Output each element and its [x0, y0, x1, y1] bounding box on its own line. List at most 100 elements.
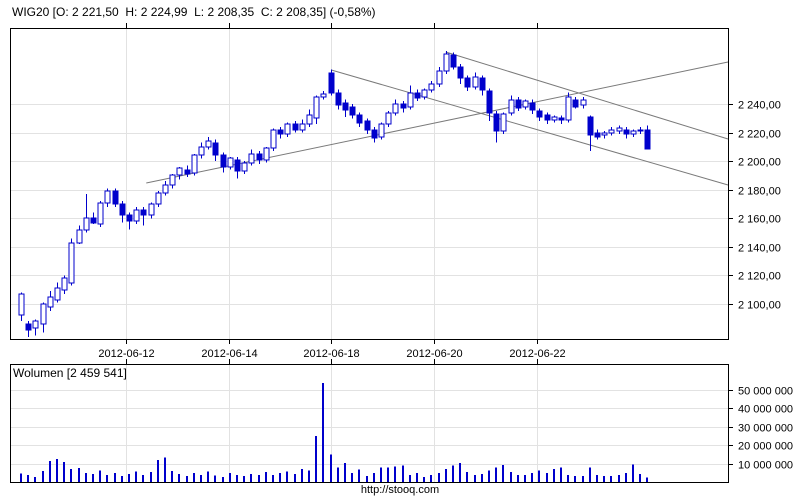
candle-body-down: [25, 323, 32, 331]
volume-bar: [351, 472, 353, 482]
candle-body-up: [68, 242, 75, 284]
volume-bar: [258, 474, 260, 482]
candle-body-down: [256, 153, 263, 161]
candle-body-down: [119, 203, 126, 216]
volume-bar: [322, 383, 324, 482]
price-tick-label: 2 100,00: [738, 300, 781, 312]
candle-body-up: [551, 116, 558, 121]
volume-bar: [646, 477, 648, 482]
volume-bar: [150, 472, 152, 482]
volume-bar: [344, 463, 346, 482]
candle-body-down: [572, 99, 579, 108]
volume-bar: [402, 465, 404, 482]
volume-bar: [517, 474, 519, 482]
candle-body-up: [407, 92, 414, 108]
volume-bar: [538, 470, 540, 482]
volume-bar: [85, 472, 87, 482]
volume-bar: [546, 472, 548, 482]
candle-body-down: [644, 129, 651, 150]
volume-bar: [582, 476, 584, 482]
candle-body-up: [97, 202, 104, 225]
candle-body-down: [594, 132, 601, 138]
candle-body-up: [306, 114, 313, 125]
volume-bar: [193, 472, 195, 482]
candle-body-down: [414, 92, 421, 99]
candle-body-down: [457, 66, 464, 79]
candle-body-down: [529, 102, 536, 111]
candle-body-up: [176, 167, 183, 176]
volume-bar: [380, 467, 382, 482]
volume-bar: [387, 467, 389, 482]
volume-bar: [488, 470, 490, 482]
volume-bar: [78, 468, 80, 482]
volume-bar: [445, 468, 447, 482]
volume-bar: [610, 476, 612, 482]
volume-bar: [409, 474, 411, 482]
volume-bar: [596, 474, 598, 482]
volume-bar: [495, 467, 497, 482]
volume-bar: [229, 472, 231, 482]
candle-body-up: [378, 123, 385, 138]
volume-bar: [294, 473, 296, 482]
candle-body-up: [580, 99, 587, 106]
candle-body-up: [54, 287, 61, 301]
candle-body-up: [76, 229, 83, 244]
volume-bar: [560, 467, 562, 482]
candle-body-up: [392, 103, 399, 114]
volume-tick-label: 30 000 000: [738, 423, 793, 435]
candle-body-up: [40, 303, 47, 325]
candle-body-up: [263, 147, 270, 161]
volume-bar: [27, 474, 29, 482]
volume-bar: [272, 474, 274, 482]
volume-bar: [207, 471, 209, 482]
volume-bar: [589, 467, 591, 482]
volume-bar: [186, 476, 188, 482]
volume-bar: [524, 474, 526, 482]
volume-tick-label: 40 000 000: [738, 404, 793, 416]
trend-line: [331, 69, 729, 186]
candle-body-up: [241, 162, 248, 172]
volume-bar: [394, 466, 396, 482]
candle-body-up: [428, 83, 435, 91]
candle-body-up: [205, 140, 212, 148]
candle-body-down: [220, 154, 227, 168]
volume-bar: [632, 464, 634, 482]
candle-body-down: [112, 190, 119, 205]
volume-bar: [42, 470, 44, 482]
volume-bar: [308, 470, 310, 482]
candle-body-down: [212, 142, 219, 156]
volume-bar: [373, 472, 375, 482]
volume-bar: [63, 461, 65, 482]
candle-body-up: [191, 154, 198, 174]
price-tick-label: 2 220,00: [738, 129, 781, 141]
volume-bar: [200, 474, 202, 482]
volume-bar: [574, 476, 576, 482]
volume-bar: [178, 473, 180, 482]
volume-bar: [330, 454, 332, 482]
volume-bar: [452, 465, 454, 482]
candle-body-up: [637, 129, 644, 132]
candle-body-down: [328, 72, 335, 94]
candle-body-up: [148, 203, 155, 216]
candle-body-up: [443, 53, 450, 72]
volume-bar: [625, 472, 627, 482]
volume-bar: [510, 472, 512, 482]
volume-bar: [618, 474, 620, 482]
candle-body-down: [587, 116, 594, 136]
volume-bar: [92, 473, 94, 482]
price-tick-label: 2 200,00: [738, 157, 781, 169]
price-tick-label: 2 240,00: [738, 100, 781, 112]
volume-bar: [128, 473, 130, 482]
volume-bar: [20, 473, 22, 482]
volume-bar: [553, 468, 555, 482]
candle-body-up: [630, 130, 637, 135]
volume-bar: [459, 463, 461, 482]
volume-bar: [286, 471, 288, 482]
candle-body-down: [515, 99, 522, 109]
volume-bar: [214, 475, 216, 482]
candle-body-down: [558, 117, 565, 121]
volume-tick-label: 20 000 000: [738, 441, 793, 453]
volume-bar: [337, 467, 339, 482]
